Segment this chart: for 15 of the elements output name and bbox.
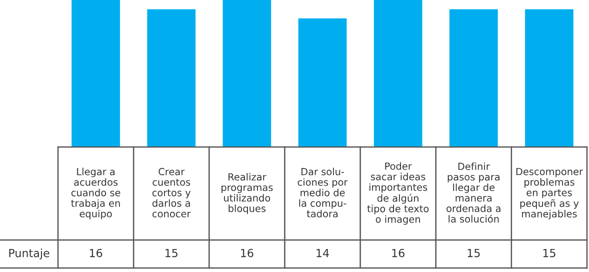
data-label: 15 (543, 248, 556, 258)
data-label: 16 (90, 248, 102, 258)
x-tick-label: Realizar programas utilizando bloques (222, 173, 273, 214)
data-label: 15 (468, 248, 480, 258)
x-tick-label: Descomponer problemas en partes pequeñ as y manejables (516, 168, 583, 220)
x-tick-label: Crear cuentos cortos y darlos a conocer (152, 168, 191, 218)
data-label: 15 (166, 248, 178, 258)
x-tick-label: Dar solu- ciones por medio de la compu- tadora (298, 168, 348, 218)
data-label: 16 (392, 248, 404, 258)
data-label: 16 (241, 248, 254, 258)
x-tick-label: Poder sacar ideas importantes de algún tipo de texto o imagen (367, 162, 429, 225)
x-tick-label: Llegar a acuerdos cuando se trabaja en equipo (71, 168, 120, 220)
x-tick-label: Definir pasos para llegar de manera ordenada a la solución (446, 162, 500, 223)
text: Puntaje (9, 248, 50, 260)
data-label: 14 (316, 248, 329, 258)
